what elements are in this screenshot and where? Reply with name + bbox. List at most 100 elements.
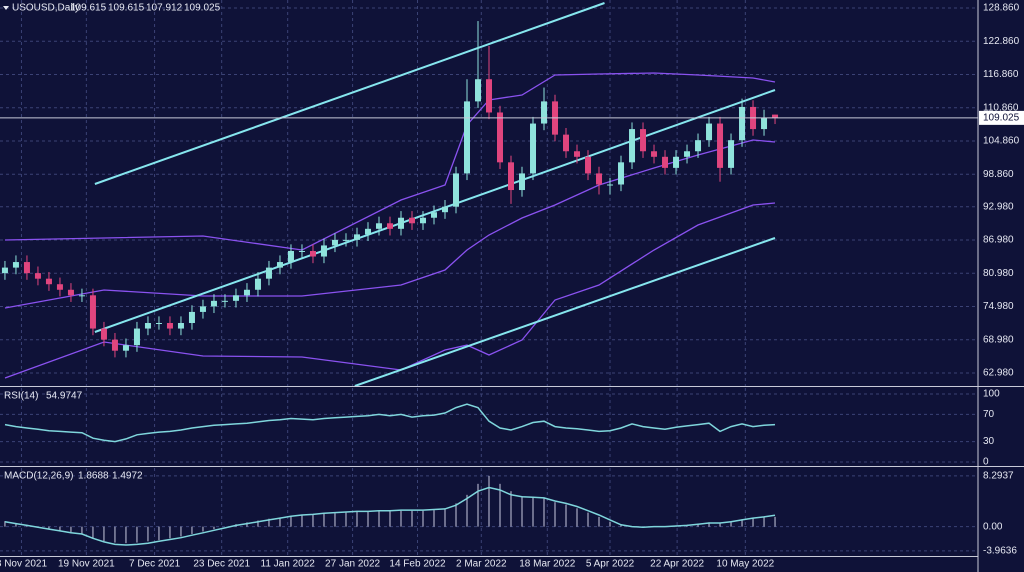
macd-line <box>4 486 776 546</box>
x-tick-label: 18 Mar 2022 <box>519 559 576 570</box>
candle-body <box>574 151 581 157</box>
x-tick-label: 27 Jan 2022 <box>325 559 380 570</box>
header-high: 109.615 <box>108 3 145 14</box>
candle-body <box>474 79 481 102</box>
candle-body <box>287 250 294 263</box>
candle-body <box>199 306 206 312</box>
candle-body <box>342 239 349 241</box>
candle-body <box>166 323 173 329</box>
x-tick-label: 7 Dec 2021 <box>129 559 181 570</box>
candle-body <box>111 339 118 351</box>
current-price-label: 109.025 <box>983 113 1020 124</box>
candle-body <box>309 250 316 257</box>
symbol-title: USOUSD,Daily <box>12 3 80 14</box>
x-tick-label: 2 Mar 2022 <box>456 559 507 570</box>
current-price-box <box>979 110 1024 125</box>
candle-body <box>717 123 724 168</box>
candle-body <box>177 323 184 329</box>
y-tick-label: 122.860 <box>983 36 1020 47</box>
candle-body <box>618 162 625 185</box>
candle-body <box>243 289 250 296</box>
y-tick-label: 100 <box>983 389 1000 400</box>
candle-body <box>12 262 19 268</box>
macd-signal-value: 1.4972 <box>112 471 143 482</box>
y-tick-label: 80.980 <box>983 268 1014 279</box>
candle-body <box>695 140 702 152</box>
candle-body <box>497 112 504 163</box>
candle-body <box>265 267 272 279</box>
candle-body <box>100 328 107 340</box>
candle-body <box>408 217 415 224</box>
candle-body <box>232 295 239 301</box>
candle-body <box>56 284 63 290</box>
header-close: 109.025 <box>184 3 221 14</box>
y-tick-label: 104.860 <box>983 136 1020 147</box>
x-tick-label: 5 Apr 2022 <box>586 559 635 570</box>
candle-body <box>640 129 647 152</box>
candle-body <box>684 151 691 157</box>
candle-body <box>607 184 614 186</box>
indicator-line <box>4 403 776 443</box>
candle-body <box>541 101 548 124</box>
y-tick-label: 0.00 <box>983 521 1003 532</box>
y-tick-label: 128.860 <box>983 3 1020 14</box>
candle-body <box>530 123 537 174</box>
candle-body <box>739 106 746 141</box>
candle-body <box>276 262 283 268</box>
candle-body <box>254 278 261 290</box>
x-tick-label: 11 Jan 2022 <box>261 559 316 570</box>
x-tick-label: 14 Feb 2022 <box>389 559 446 570</box>
candle-body <box>629 129 636 163</box>
channel-line <box>94 2 605 185</box>
candle-body <box>761 118 768 130</box>
y-tick-label: 74.980 <box>983 301 1014 312</box>
candle-body <box>23 262 30 274</box>
y-tick-label: 92.980 <box>983 201 1014 212</box>
candle-body <box>155 323 162 325</box>
candle-body <box>210 300 217 307</box>
x-tick-label: 3 Nov 2021 <box>0 559 47 570</box>
candle-body <box>651 151 658 157</box>
bollinger-band <box>4 202 776 379</box>
y-tick-label: 110.860 <box>983 102 1019 113</box>
x-tick-label: 10 May 2022 <box>716 559 774 570</box>
candle-body <box>78 295 85 297</box>
y-tick-label: 68.980 <box>983 334 1014 345</box>
symbol-menu-icon[interactable] <box>3 6 9 10</box>
candle-body <box>772 114 779 118</box>
candle-body <box>1 267 8 274</box>
y-tick-label: -3.9636 <box>983 546 1017 557</box>
candle-body <box>463 101 470 174</box>
rsi-title: RSI(14) <box>4 391 38 402</box>
y-tick-label: 30 <box>983 436 995 447</box>
x-tick-label: 22 Apr 2022 <box>650 559 704 570</box>
candle-body <box>563 134 570 152</box>
candle-body <box>320 245 327 257</box>
candle-body <box>662 156 669 168</box>
candle-body <box>419 217 426 224</box>
candle-body <box>386 223 393 229</box>
y-tick-label: 8.2937 <box>983 471 1014 482</box>
candle-body <box>706 123 713 141</box>
candle-body <box>375 223 382 229</box>
x-tick-label: 19 Nov 2021 <box>58 559 115 570</box>
candle-body <box>67 289 74 296</box>
candle-body <box>353 234 360 240</box>
channel-line <box>94 89 776 333</box>
y-tick-label: 116.860 <box>983 69 1019 80</box>
candle-body <box>452 173 459 207</box>
candle-body <box>673 156 680 168</box>
marks: 109.025 <box>0 2 1024 546</box>
candle-body <box>728 140 735 168</box>
x-tick-label: 23 Dec 2021 <box>193 559 250 570</box>
candle-body <box>298 250 305 252</box>
candle-body <box>133 328 140 346</box>
candle-body <box>441 206 448 213</box>
macd-value: 1.8688 <box>78 471 109 482</box>
macd-title: MACD(12,26,9) <box>4 471 73 482</box>
candle-body <box>364 228 371 235</box>
header-low: 107.912 <box>146 3 183 14</box>
